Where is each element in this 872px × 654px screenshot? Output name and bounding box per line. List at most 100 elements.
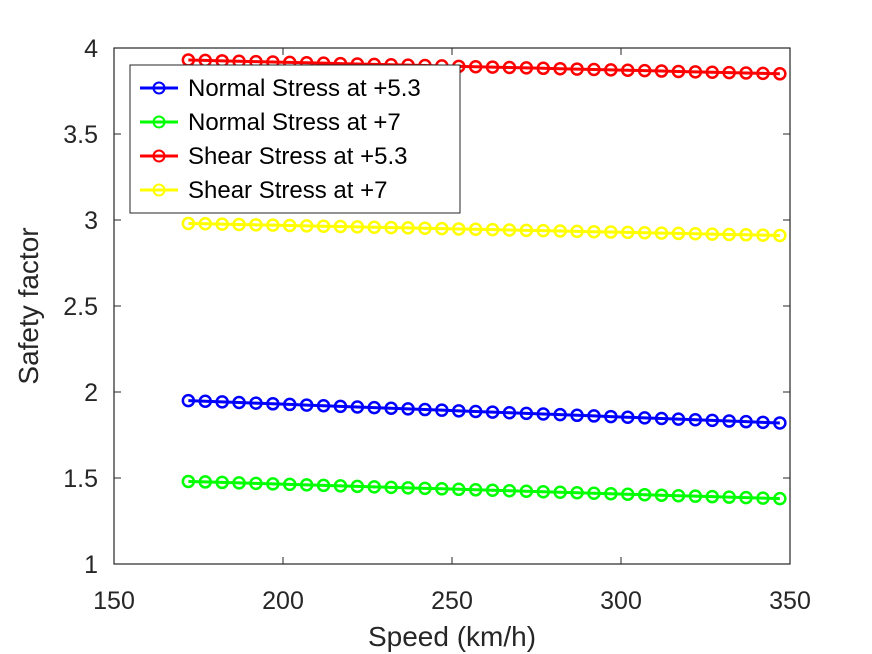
data-point	[249, 476, 263, 491]
data-point	[333, 219, 348, 234]
data-point	[215, 475, 229, 490]
x-tick-label: 150	[93, 587, 135, 615]
data-point	[688, 413, 703, 427]
series-line	[188, 399, 780, 425]
data-point	[367, 480, 382, 494]
x-tick-label: 200	[262, 587, 304, 615]
data-point	[435, 221, 449, 236]
data-point	[181, 393, 196, 408]
data-point	[722, 65, 736, 80]
data-point	[299, 219, 314, 233]
data-point	[637, 63, 652, 78]
data-point	[604, 225, 618, 239]
data-point	[350, 479, 365, 494]
data-point	[671, 412, 686, 426]
data-point	[587, 224, 601, 239]
data-point	[316, 398, 331, 413]
series-3	[181, 216, 787, 243]
data-point	[418, 402, 432, 417]
data-point	[688, 489, 703, 503]
data-point	[570, 62, 584, 76]
data-point	[671, 64, 686, 79]
y-tick-label: 1	[84, 551, 98, 579]
data-point	[756, 415, 770, 430]
data-point	[198, 394, 213, 408]
data-point	[604, 63, 618, 77]
y-tick-label: 2.5	[63, 293, 98, 321]
data-point	[485, 222, 500, 237]
data-point	[536, 407, 551, 421]
data-point	[418, 481, 432, 496]
data-point	[198, 217, 213, 231]
x-tick-label: 300	[600, 587, 642, 615]
series-line	[188, 479, 780, 501]
data-point	[536, 485, 551, 499]
data-point	[519, 484, 534, 499]
data-point	[367, 400, 382, 415]
data-point	[570, 408, 584, 423]
y-tick-label: 4	[84, 35, 98, 63]
y-tick-label: 1.5	[63, 465, 98, 493]
data-point	[232, 395, 246, 410]
data-point	[637, 487, 652, 502]
data-point	[452, 222, 466, 236]
data-point	[468, 483, 483, 497]
data-point	[756, 491, 770, 505]
y-tick-label: 3.5	[63, 121, 98, 149]
data-point	[756, 228, 770, 242]
legend-marker	[152, 183, 166, 197]
data-point	[384, 480, 398, 495]
data-point	[553, 485, 567, 500]
data-point	[553, 407, 567, 422]
legend-marker	[152, 81, 166, 95]
data-point	[553, 224, 567, 238]
data-point	[418, 221, 432, 236]
data-point	[739, 228, 753, 242]
data-point	[773, 67, 787, 81]
data-point	[452, 404, 466, 418]
data-point	[570, 224, 584, 239]
data-point	[401, 481, 415, 495]
data-point	[502, 484, 517, 498]
data-point	[468, 59, 483, 74]
data-point	[621, 487, 635, 501]
legend-item: Shear Stress at +7	[140, 177, 387, 204]
legend-item: Shear Stress at +5.3	[140, 143, 407, 170]
data-point	[468, 404, 483, 419]
data-point	[283, 477, 297, 492]
data-point	[215, 395, 229, 409]
data-point	[739, 414, 753, 429]
data-point	[587, 62, 601, 77]
data-point	[299, 478, 314, 492]
data-point	[435, 403, 449, 417]
data-point	[705, 413, 720, 428]
series-1	[181, 474, 787, 506]
data-point	[215, 217, 229, 231]
data-point	[637, 225, 652, 240]
data-point	[773, 228, 787, 243]
data-point	[316, 478, 331, 493]
data-point	[316, 219, 331, 233]
x-tick-label: 250	[431, 587, 473, 615]
data-point	[401, 221, 415, 235]
data-point	[722, 414, 736, 428]
data-point	[485, 60, 500, 74]
legend: Normal Stress at +5.3 Normal Stress at +7…	[129, 64, 461, 214]
data-point	[519, 406, 534, 421]
data-point	[299, 398, 314, 412]
data-point	[266, 477, 280, 491]
data-point	[705, 65, 720, 79]
data-point	[485, 405, 500, 419]
data-point	[621, 410, 635, 424]
data-point	[654, 488, 669, 502]
ticks-layer: 150 200 250 300 350 1 1.5 2 2.5 3 3.5 4	[63, 35, 811, 615]
data-point	[671, 226, 686, 241]
data-point	[435, 482, 449, 496]
legend-item: Normal Stress at +5.3	[140, 75, 421, 102]
data-point	[232, 217, 246, 232]
data-point	[604, 409, 618, 424]
data-point	[722, 227, 736, 242]
data-point	[283, 218, 297, 233]
data-point	[502, 405, 517, 420]
legend-label: Normal Stress at +5.3	[188, 75, 421, 102]
